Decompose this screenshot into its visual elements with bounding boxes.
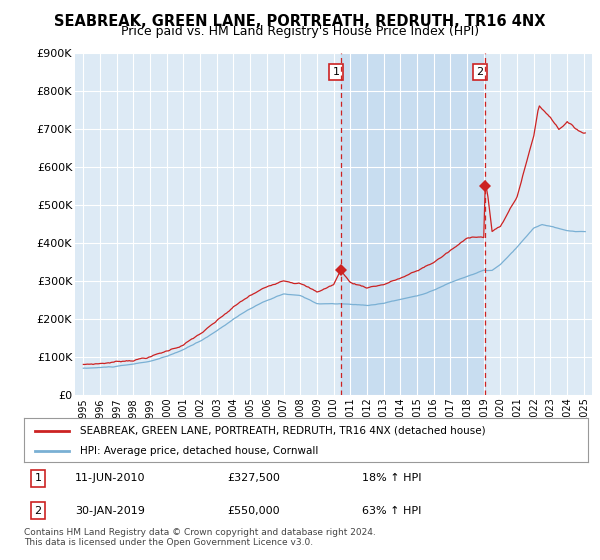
Text: HPI: Average price, detached house, Cornwall: HPI: Average price, detached house, Corn… <box>80 446 319 456</box>
Text: 2: 2 <box>476 67 484 77</box>
Text: 18% ↑ HPI: 18% ↑ HPI <box>362 473 422 483</box>
Text: 1: 1 <box>35 473 41 483</box>
Text: 1: 1 <box>332 67 340 77</box>
Text: 30-JAN-2019: 30-JAN-2019 <box>75 506 145 516</box>
Text: Contains HM Land Registry data © Crown copyright and database right 2024.
This d: Contains HM Land Registry data © Crown c… <box>24 528 376 547</box>
Text: 2: 2 <box>35 506 41 516</box>
Text: SEABREAK, GREEN LANE, PORTREATH, REDRUTH, TR16 4NX (detached house): SEABREAK, GREEN LANE, PORTREATH, REDRUTH… <box>80 426 486 436</box>
Text: £550,000: £550,000 <box>227 506 280 516</box>
Text: SEABREAK, GREEN LANE, PORTREATH, REDRUTH, TR16 4NX: SEABREAK, GREEN LANE, PORTREATH, REDRUTH… <box>54 14 546 29</box>
Bar <box>341 53 485 395</box>
Text: 11-JUN-2010: 11-JUN-2010 <box>75 473 145 483</box>
Text: Price paid vs. HM Land Registry's House Price Index (HPI): Price paid vs. HM Land Registry's House … <box>121 25 479 38</box>
Text: 63% ↑ HPI: 63% ↑ HPI <box>362 506 422 516</box>
Text: £327,500: £327,500 <box>227 473 280 483</box>
